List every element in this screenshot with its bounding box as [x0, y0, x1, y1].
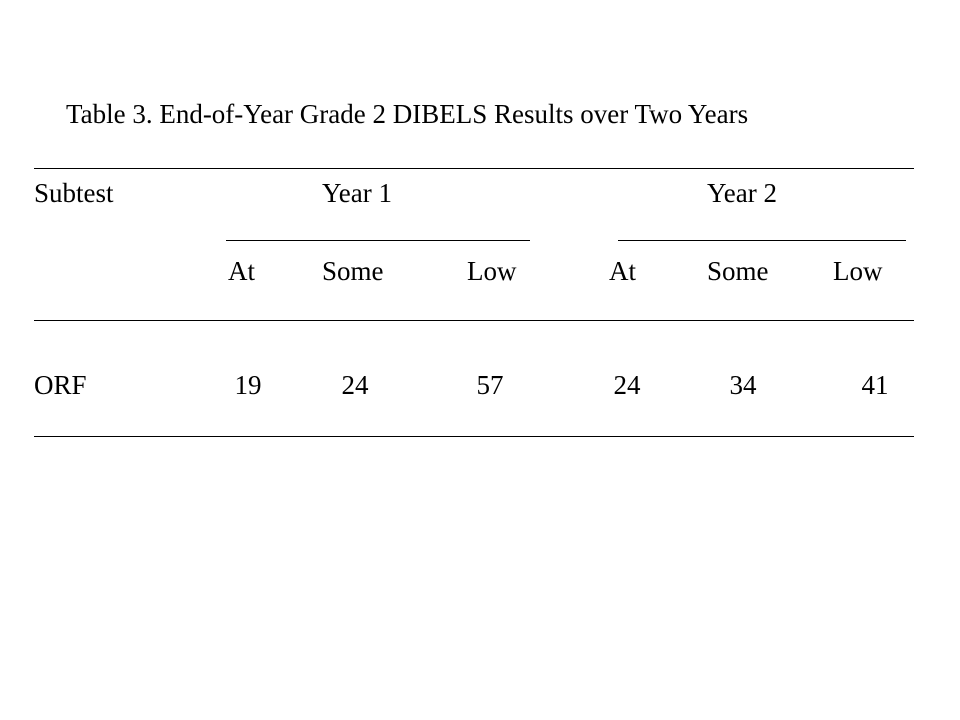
year-2-span-rule	[618, 240, 906, 241]
top-rule	[34, 168, 914, 169]
cell-year-1-at: 19	[234, 370, 262, 400]
cell-year-1-low: 57	[476, 370, 504, 400]
subheader-year-2-some: Some	[707, 256, 769, 286]
header-rule	[34, 320, 914, 321]
header-year-1: Year 1	[322, 178, 393, 208]
cell-year-2-at: 24	[613, 370, 641, 400]
cell-year-2-some: 34	[729, 370, 757, 400]
subheader-year-1-some: Some	[322, 256, 384, 286]
bottom-rule	[34, 436, 914, 437]
table-caption: Table 3. End-of-Year Grade 2 DIBELS Resu…	[66, 99, 749, 129]
subheader-year-2-low: Low	[833, 256, 883, 286]
cell-year-2-low: 41	[861, 370, 889, 400]
row-subtest: ORF	[34, 370, 87, 400]
year-1-span-rule	[226, 240, 530, 241]
subheader-year-2-at: At	[609, 256, 636, 286]
header-year-2: Year 2	[707, 178, 778, 208]
subheader-year-1-low: Low	[467, 256, 517, 286]
header-subtest: Subtest	[34, 178, 114, 208]
cell-year-1-some: 24	[341, 370, 369, 400]
subheader-year-1-at: At	[228, 256, 255, 286]
